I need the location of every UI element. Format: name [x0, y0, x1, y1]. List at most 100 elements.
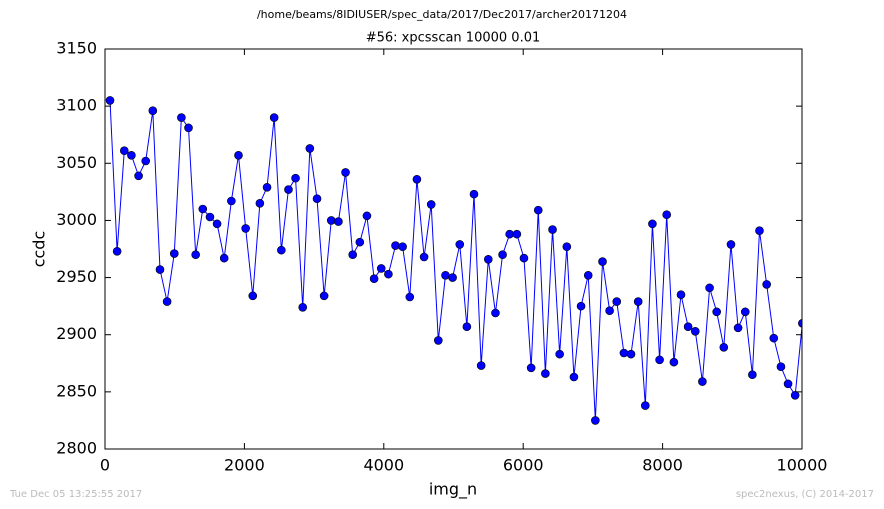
data-point — [498, 250, 507, 260]
y-tick-label: 3050 — [56, 153, 97, 172]
data-point — [569, 372, 579, 382]
data-point — [783, 379, 793, 389]
data-point — [583, 270, 593, 280]
data-point — [491, 308, 500, 318]
data-point — [641, 401, 650, 410]
data-point — [219, 253, 229, 263]
x-tick-label: 4000 — [363, 456, 404, 475]
data-point — [248, 291, 258, 301]
x-tick-label: 2000 — [224, 456, 265, 475]
data-point — [662, 210, 672, 220]
data-point — [198, 204, 208, 214]
data-point — [483, 254, 493, 264]
data-point — [669, 357, 679, 367]
data-point — [177, 113, 186, 122]
data-point — [298, 302, 308, 312]
data-point — [355, 237, 365, 247]
data-point — [326, 216, 336, 225]
data-point — [576, 301, 586, 311]
data-point — [341, 168, 350, 177]
data-point — [391, 241, 400, 250]
data-point — [441, 270, 450, 280]
data-point — [698, 377, 707, 386]
data-point — [705, 283, 714, 293]
y-tick-label: 3000 — [56, 210, 97, 229]
data-point — [312, 194, 322, 204]
suptitle: /home/beams/8IDIUSER/spec_data/2017/Dec2… — [257, 8, 627, 21]
data-point — [162, 297, 172, 306]
data-point — [455, 240, 465, 249]
y-tick-label: 3150 — [56, 39, 97, 58]
data-point — [134, 171, 143, 181]
data-point — [227, 196, 236, 206]
data-point — [141, 156, 151, 166]
data-point — [776, 362, 786, 372]
data-point — [191, 250, 200, 260]
data-point — [562, 242, 572, 252]
y-axis-label: ccdc — [30, 231, 49, 268]
data-point — [505, 229, 514, 239]
data-point — [112, 246, 122, 256]
data-point — [462, 322, 472, 332]
y-tick-label: 2950 — [56, 267, 97, 286]
y-tick-label: 2900 — [56, 324, 97, 343]
footer-timestamp: Tue Dec 05 13:25:55 2017 — [9, 489, 142, 500]
data-point — [127, 150, 136, 160]
data-point — [234, 150, 243, 160]
y-tick-label: 2800 — [56, 439, 97, 458]
data-point — [434, 336, 443, 345]
x-tick-label: 0 — [100, 456, 110, 475]
data-point — [633, 297, 643, 306]
x-tick-label: 8000 — [642, 456, 683, 475]
data-point — [690, 326, 700, 336]
y-tick-label: 3100 — [56, 96, 97, 115]
footer-credit: spec2nexus, (C) 2014-2017 — [736, 489, 874, 500]
data-point — [755, 226, 764, 236]
data-point — [469, 189, 479, 199]
data-point — [512, 229, 522, 239]
data-point — [676, 290, 686, 300]
data-point — [269, 113, 279, 122]
data-point — [241, 224, 250, 233]
axes-frame — [104, 48, 803, 450]
data-point — [255, 198, 265, 208]
data-point — [155, 265, 165, 274]
data-point — [169, 249, 179, 258]
data-point — [291, 173, 300, 183]
x-tick-label: 10000 — [777, 456, 828, 475]
data-point — [548, 225, 557, 234]
data-point — [526, 363, 536, 373]
data-point — [348, 250, 358, 260]
chart-title: #56: xpcsscan 10000 0.01 — [366, 31, 541, 46]
data-line — [109, 100, 802, 421]
data-point — [362, 211, 372, 221]
data-point — [598, 257, 607, 266]
data-point — [541, 369, 550, 378]
data-point — [605, 306, 614, 316]
x-axis-label: img_n — [429, 480, 477, 500]
data-point — [120, 146, 129, 156]
data-point — [476, 361, 486, 370]
data-point — [712, 307, 721, 317]
x-tick-label: 6000 — [503, 456, 544, 475]
data-point — [205, 212, 215, 222]
data-point — [733, 323, 743, 333]
data-point — [533, 205, 543, 215]
data-point — [555, 349, 564, 359]
data-point — [798, 319, 802, 328]
data-point — [619, 348, 629, 358]
data-point — [426, 200, 436, 209]
y-tick-label: 2850 — [56, 381, 97, 400]
data-point — [284, 185, 293, 194]
data-point — [790, 390, 800, 400]
data-point — [648, 219, 657, 229]
data-point — [148, 106, 158, 116]
data-point — [334, 217, 343, 226]
data-point — [262, 182, 272, 192]
data-point — [612, 297, 622, 306]
data-point — [376, 264, 386, 273]
data-point — [419, 252, 429, 262]
data-point — [448, 273, 457, 282]
data-point — [719, 342, 729, 352]
data-point — [762, 280, 771, 289]
